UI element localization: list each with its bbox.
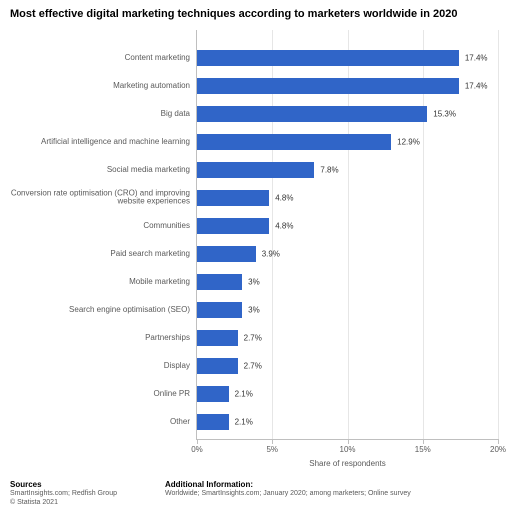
- bar: [197, 106, 427, 122]
- bar: [197, 302, 242, 318]
- bar: [197, 78, 459, 94]
- gridline: [498, 30, 499, 439]
- bar: [197, 358, 238, 374]
- category-label: Mobile marketing: [10, 278, 190, 286]
- bar-value-label: 12.9%: [397, 138, 420, 147]
- plot-region: Content marketing Marketing automation Big…: [10, 30, 498, 440]
- x-tick: [423, 439, 424, 444]
- footer-sources-col: Sources SmartInsights.com; Redfish Group…: [10, 480, 117, 506]
- bar-value-label: 2.1%: [235, 390, 253, 399]
- x-tick: [348, 439, 349, 444]
- x-tick-label: 10%: [339, 445, 355, 454]
- bar: [197, 162, 314, 178]
- bar: [197, 274, 242, 290]
- x-tick-label: 5%: [266, 445, 278, 454]
- bar-value-label: 4.8%: [275, 194, 293, 203]
- bar: [197, 386, 229, 402]
- bar: [197, 330, 238, 346]
- category-label: Marketing automation: [10, 82, 190, 90]
- bar: [197, 190, 269, 206]
- bar-value-label: 3%: [248, 278, 260, 287]
- category-label: Display: [10, 362, 190, 370]
- category-label: Artificial intelligence and machine lear…: [10, 138, 190, 146]
- bar: [197, 246, 256, 262]
- category-label: Online PR: [10, 390, 190, 398]
- x-axis-title: Share of respondents: [309, 459, 386, 468]
- chart-container: Most effective digital marketing techniq…: [0, 0, 512, 509]
- category-label: Other: [10, 418, 190, 426]
- category-label: Search engine optimisation (SEO): [10, 306, 190, 314]
- category-label: Conversion rate optimisation (CRO) and i…: [10, 190, 190, 207]
- bar-value-label: 2.7%: [244, 334, 262, 343]
- bar-value-label: 3.9%: [262, 250, 280, 259]
- bar-value-label: 7.8%: [320, 166, 338, 175]
- bar-value-label: 2.1%: [235, 418, 253, 427]
- bar-value-label: 3%: [248, 306, 260, 315]
- addl-text: Worldwide; SmartInsights.com; January 20…: [165, 490, 411, 497]
- footer-addl-col: Additional Information: Worldwide; Smart…: [165, 480, 411, 506]
- bar-value-label: 17.4%: [465, 54, 488, 63]
- x-tick-label: 20%: [490, 445, 506, 454]
- category-label: Partnerships: [10, 334, 190, 342]
- chart-footer: Sources SmartInsights.com; Redfish Group…: [10, 480, 498, 506]
- bar-value-label: 17.4%: [465, 82, 488, 91]
- x-tick-label: 15%: [415, 445, 431, 454]
- x-tick: [197, 439, 198, 444]
- bar: [197, 134, 391, 150]
- category-label: Paid search marketing: [10, 250, 190, 258]
- sources-heading: Sources: [10, 480, 117, 489]
- plot-area: Share of respondents 0%5%10%15%20%17.4%1…: [196, 30, 498, 440]
- x-tick: [272, 439, 273, 444]
- y-axis-labels: Content marketing Marketing automation Big…: [10, 30, 196, 440]
- copyright-text: © Statista 2021: [10, 499, 117, 506]
- x-tick: [498, 439, 499, 444]
- sources-text: SmartInsights.com; Redfish Group: [10, 490, 117, 497]
- bar: [197, 218, 269, 234]
- bar-value-label: 4.8%: [275, 222, 293, 231]
- category-label: Content marketing: [10, 54, 190, 62]
- category-label: Big data: [10, 110, 190, 118]
- category-label: Communities: [10, 222, 190, 230]
- category-label: Social media marketing: [10, 166, 190, 174]
- bar: [197, 50, 459, 66]
- bar-value-label: 2.7%: [244, 362, 262, 371]
- bar-value-label: 15.3%: [433, 110, 456, 119]
- addl-heading: Additional Information:: [165, 480, 411, 489]
- x-tick-label: 0%: [191, 445, 203, 454]
- bar: [197, 414, 229, 430]
- chart-title: Most effective digital marketing techniq…: [10, 8, 498, 20]
